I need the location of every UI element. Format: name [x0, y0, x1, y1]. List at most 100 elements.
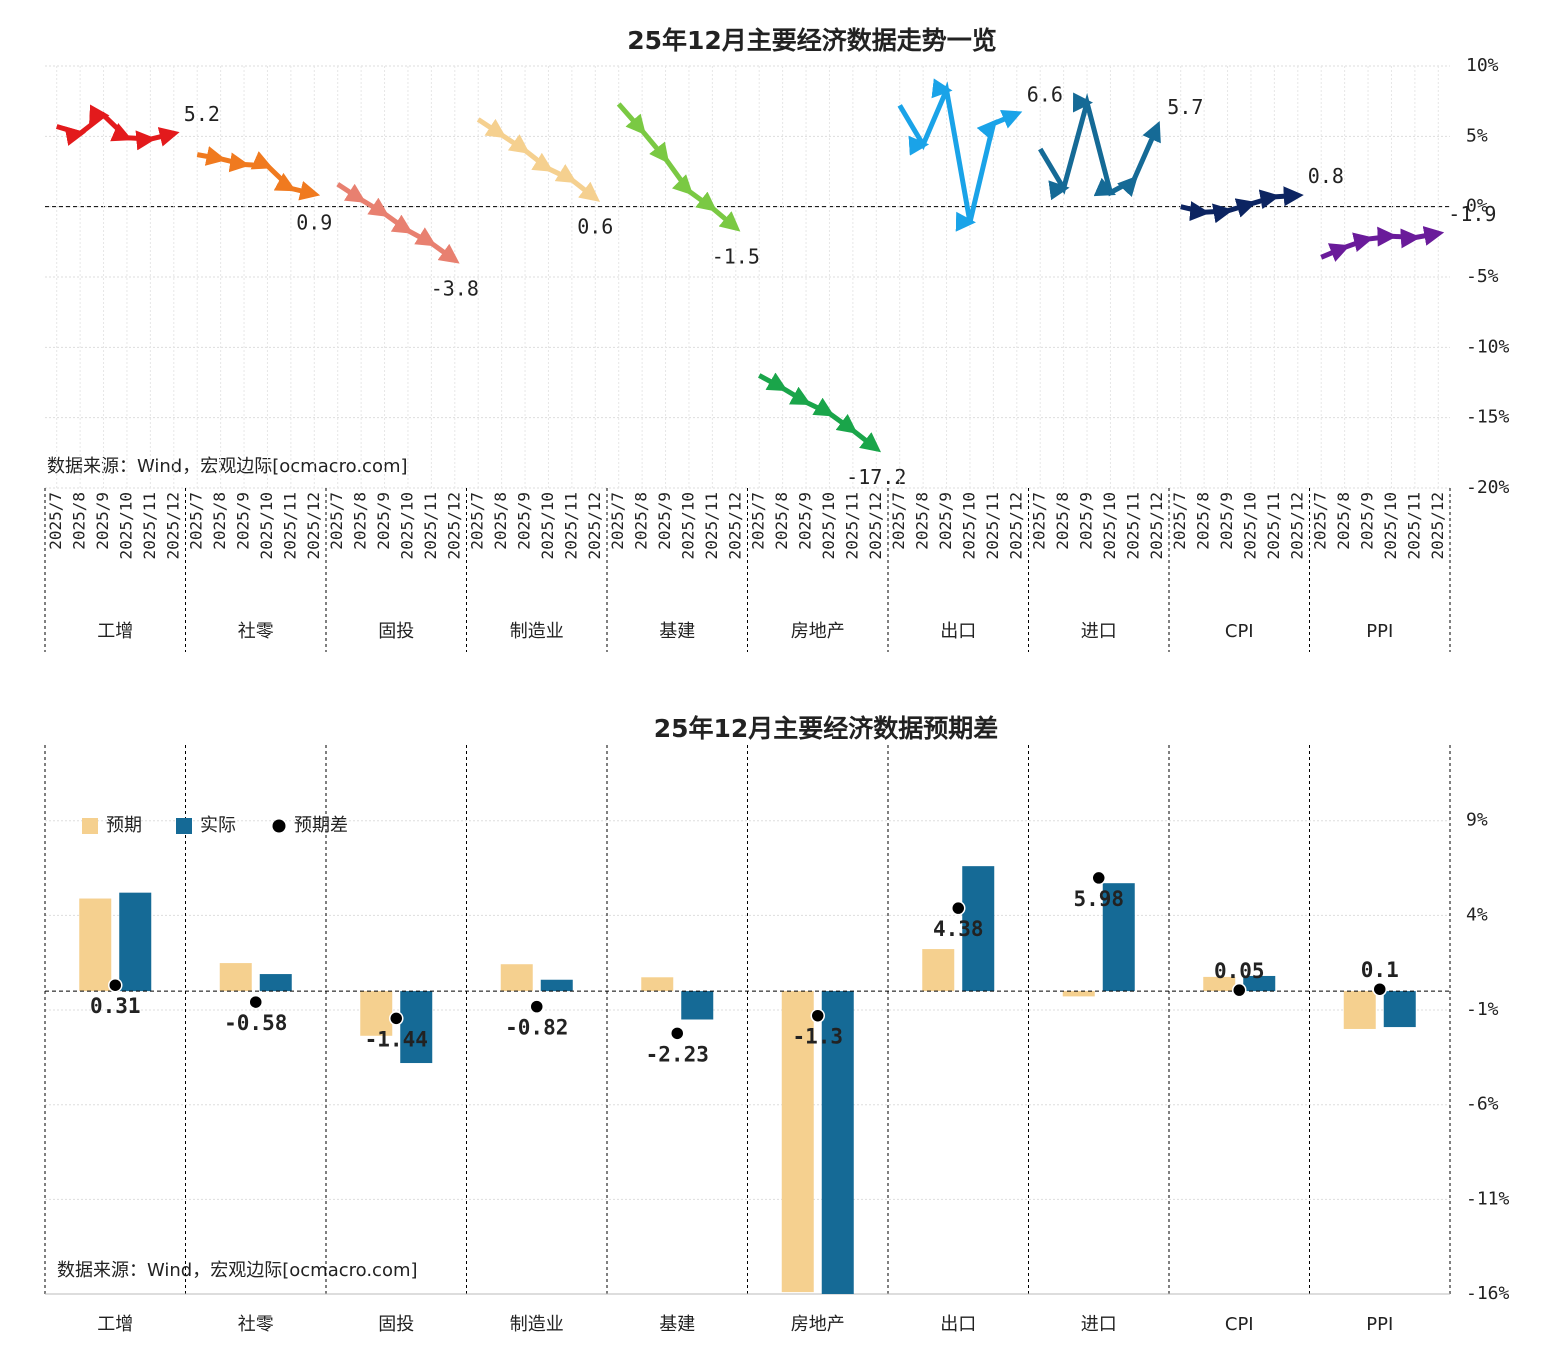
x-tick-label: 2025/7: [749, 492, 768, 550]
y-tick-label: 5%: [1466, 125, 1488, 146]
trend-line: [1038, 92, 1161, 201]
diff-label: 0.31: [90, 994, 141, 1018]
bar: [1243, 975, 1276, 992]
x-tick-label: 2025/12: [444, 492, 463, 559]
end-value-label: 0.6: [577, 215, 613, 239]
x-tick-label: 2025/11: [702, 492, 721, 559]
x-category-label: 制造业: [510, 621, 564, 642]
diff-dot: [951, 900, 966, 916]
x-tick-label: 2025/9: [93, 492, 112, 550]
end-value-label: 5.2: [184, 102, 220, 126]
x-tick-label: 2025/8: [1194, 492, 1213, 550]
x-tick-label: 2025/7: [1311, 492, 1330, 550]
x-category-label: 社零: [238, 621, 274, 642]
diff-label: 4.38: [933, 917, 984, 941]
x-category-label: 制造业: [510, 1314, 564, 1335]
diff-dot: [389, 1011, 404, 1026]
x-tick-label: 2025/9: [1358, 492, 1377, 550]
trend-line: [897, 78, 1023, 232]
x-tick-label: 2025/11: [1264, 492, 1283, 559]
x-category-label: 出口: [940, 621, 976, 642]
x-tick-label: 2025/9: [374, 492, 393, 550]
y-tick-label: -1%: [1466, 999, 1499, 1020]
legend-swatch: [82, 818, 98, 834]
y-tick-label: -16%: [1466, 1283, 1510, 1304]
x-category-label: 工增: [97, 1314, 133, 1335]
y-tick-label: 0%: [1466, 196, 1488, 217]
x-category-label: 基建: [659, 621, 695, 642]
x-tick-label: 2025/11: [561, 492, 580, 559]
x-tick-label: 2025/10: [1381, 492, 1400, 559]
x-tick-label: 2025/10: [116, 492, 135, 559]
diff-dot: [1372, 981, 1387, 997]
x-tick-label: 2025/8: [632, 492, 651, 550]
x-tick-label: 2025/7: [889, 492, 908, 550]
legend-swatch: [176, 818, 192, 834]
trend-line: [336, 182, 460, 264]
y-tick-label: -6%: [1466, 1094, 1499, 1115]
x-tick-label: 2025/7: [187, 492, 206, 550]
bar: [1062, 991, 1095, 997]
x-tick-label: 2025/12: [1287, 492, 1306, 559]
x-tick-label: 2025/7: [468, 492, 487, 550]
x-category-label: 社零: [238, 1314, 274, 1335]
trend-line: [1320, 226, 1445, 262]
end-value-label: 0.8: [1308, 164, 1344, 188]
diff-dot: [248, 994, 263, 1010]
trend-line: [616, 102, 741, 232]
y-tick-label: 9%: [1466, 810, 1488, 831]
x-tick-label: 2025/10: [678, 492, 697, 559]
x-tick-label: 2025/11: [1123, 492, 1142, 559]
x-tick-label: 2025/8: [1334, 492, 1353, 550]
y-tick-label: 4%: [1466, 904, 1488, 925]
x-category-label: 固投: [378, 621, 414, 642]
bar: [641, 977, 674, 992]
bar: [219, 963, 252, 992]
legend-dot: [272, 819, 286, 833]
end-value-label: -17.2: [846, 465, 906, 489]
x-tick-label: 2025/7: [1030, 492, 1049, 550]
bar: [821, 991, 854, 1294]
diff-label: -1.3: [792, 1025, 843, 1049]
bar: [681, 991, 714, 1020]
x-tick-label: 2025/12: [163, 492, 182, 559]
y-tick-label: -15%: [1466, 407, 1510, 428]
x-tick-label: 2025/10: [397, 492, 416, 559]
diff-dot: [670, 1026, 685, 1041]
diff-label: 0.1: [1361, 958, 1399, 982]
bar: [360, 991, 393, 1036]
bar: [922, 949, 955, 992]
x-category-label: 工增: [97, 621, 133, 642]
x-tick-label: 2025/11: [842, 492, 861, 559]
x-tick-label: 2025/8: [70, 492, 89, 550]
diff-label: -1.44: [365, 1027, 428, 1051]
bar: [500, 964, 533, 992]
x-tick-label: 2025/7: [608, 492, 627, 550]
bar: [1383, 991, 1416, 1028]
diff-label: -0.82: [505, 1016, 568, 1040]
legend-label: 实际: [200, 815, 236, 836]
x-tick-label: 2025/7: [46, 492, 65, 550]
diff-dot: [810, 1008, 825, 1023]
bar: [1343, 991, 1376, 1029]
x-category-label: 进口: [1081, 621, 1117, 642]
x-category-label: PPI: [1366, 621, 1393, 642]
y-tick-label: -10%: [1466, 336, 1510, 357]
trend-line: [55, 104, 180, 151]
x-tick-label: 2025/11: [983, 492, 1002, 559]
end-value-label: 6.6: [1027, 82, 1063, 106]
x-category-label: 基建: [659, 1314, 695, 1335]
y-tick-label: -11%: [1466, 1188, 1510, 1209]
x-category-label: 出口: [940, 1314, 976, 1335]
x-tick-label: 2025/11: [1404, 492, 1423, 559]
x-tick-label: 2025/11: [280, 492, 299, 559]
x-tick-label: 2025/12: [304, 492, 323, 559]
end-value-label: 0.9: [296, 211, 332, 235]
diff-label: 0.05: [1214, 959, 1265, 983]
bar: [1102, 883, 1135, 992]
end-value-label: -1.5: [712, 244, 760, 268]
diff-dot: [1232, 982, 1247, 998]
legend-label: 预期差: [294, 815, 348, 836]
